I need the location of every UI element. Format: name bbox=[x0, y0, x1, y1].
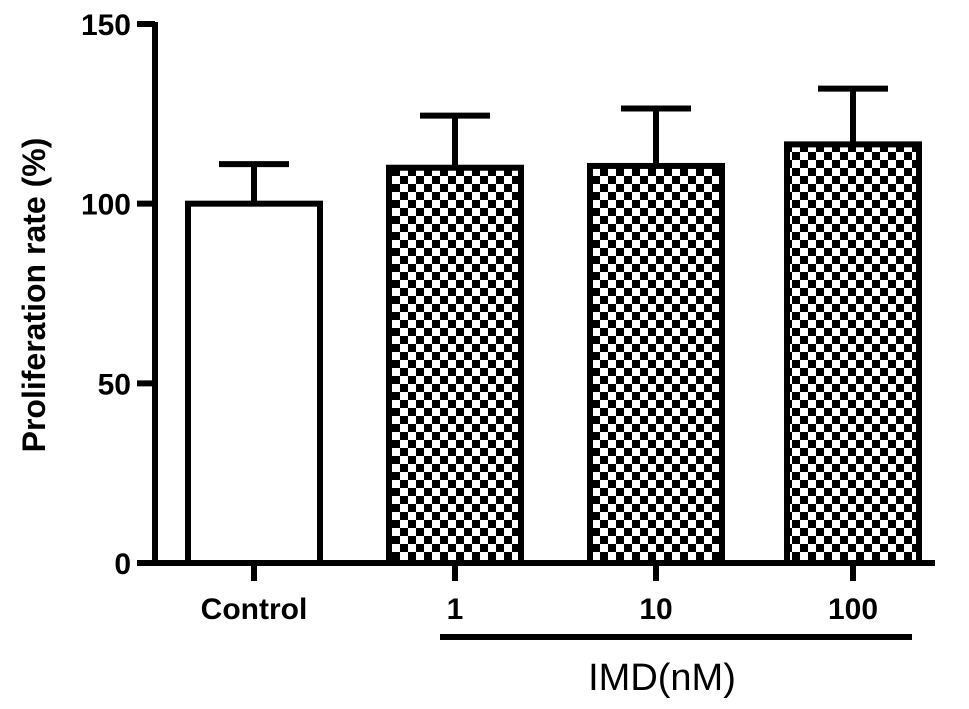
y-tick-label: 50 bbox=[98, 368, 131, 401]
bars-group bbox=[185, 85, 922, 567]
bar-control bbox=[185, 200, 323, 567]
bar-10 bbox=[587, 162, 725, 566]
bar-100 bbox=[784, 141, 922, 566]
x-tick-label: 100 bbox=[828, 593, 878, 626]
y-axis: 0 50 100 150 bbox=[81, 9, 158, 581]
x-tick-label: 10 bbox=[639, 593, 672, 626]
y-tick-label: 100 bbox=[81, 189, 131, 222]
x-tick-label: Control bbox=[201, 593, 308, 626]
bar-1 bbox=[386, 164, 524, 566]
y-axis-title: Proliferation rate (%) bbox=[16, 138, 52, 453]
x-axis: Control 1 10 100 bbox=[152, 560, 935, 626]
y-tick-label: 0 bbox=[114, 548, 131, 581]
x-tick-label: 1 bbox=[447, 593, 464, 626]
y-tick-label: 150 bbox=[81, 9, 131, 42]
group-label: IMD(nM) bbox=[588, 657, 736, 699]
